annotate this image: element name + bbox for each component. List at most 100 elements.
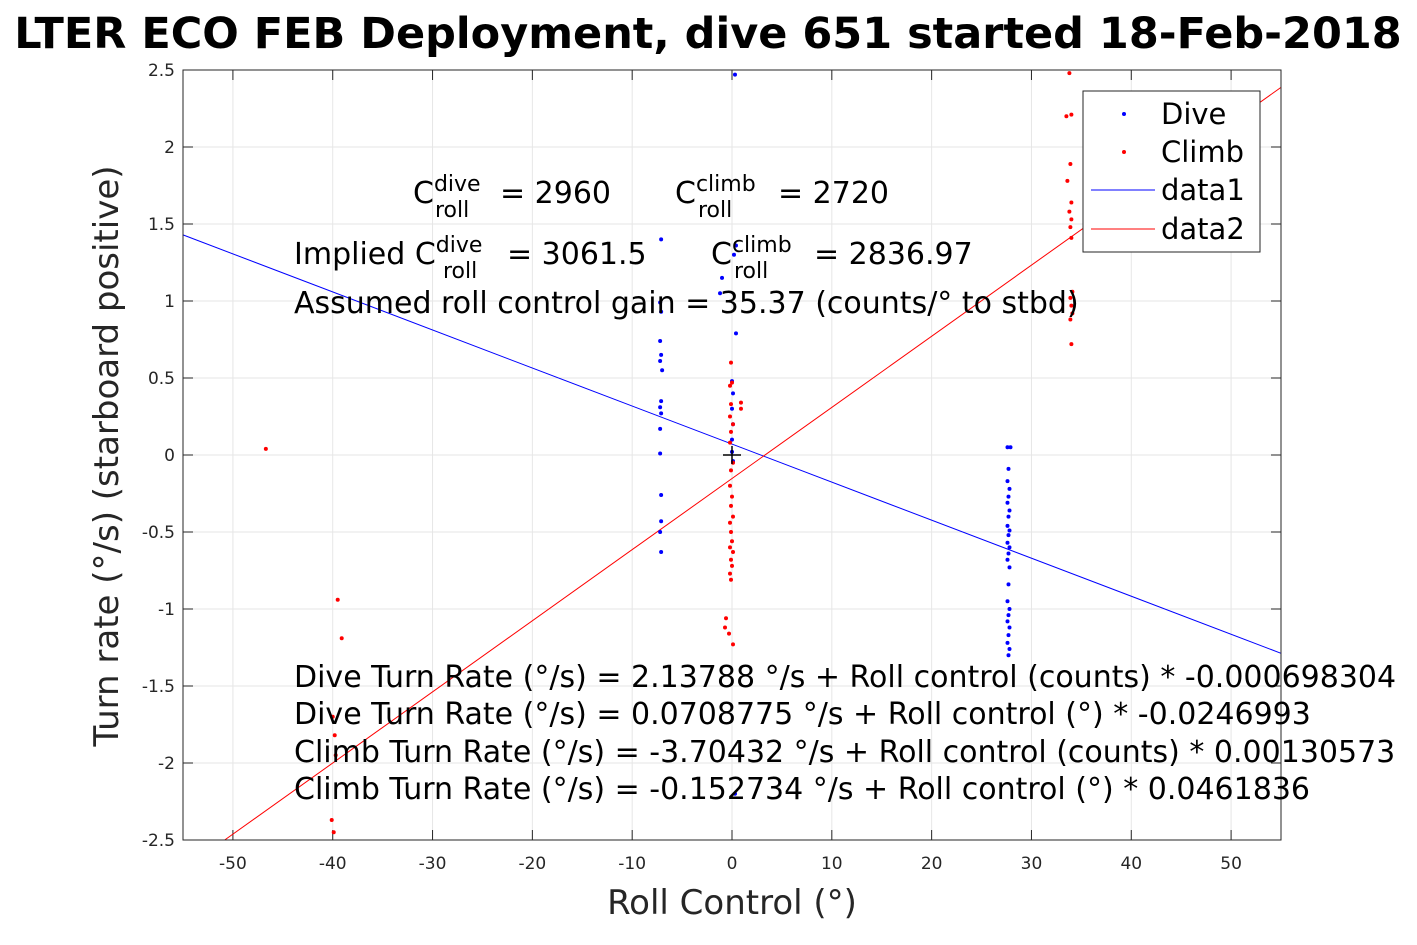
point-climb: [1069, 303, 1074, 308]
point-dive: [1007, 625, 1012, 630]
annotation-implied-dive: Implied Cdive roll = 3061.5: [294, 233, 647, 284]
point-dive: [1006, 653, 1011, 658]
point-dive: [1006, 582, 1011, 587]
point-climb: [729, 360, 734, 365]
point-dive: [730, 406, 734, 411]
x-axis-ticks: -50 -40 -30 -20 -10 0 10 20 30 40 50: [219, 70, 1242, 874]
point-climb: [1064, 114, 1069, 119]
x-tick-label: -30: [419, 854, 447, 874]
point-dive: [1005, 557, 1010, 562]
point-dive: [660, 368, 665, 373]
point-dive: [1006, 551, 1011, 556]
point-dive: [1005, 640, 1010, 645]
point-dive: [1005, 540, 1010, 545]
point-climb: [728, 520, 733, 525]
point-dive: [1007, 528, 1012, 533]
center-marker: [723, 446, 741, 464]
annotation-eq4: Climb Turn Rate (°/s) = -0.152734 °/s + …: [294, 772, 1310, 807]
point-dive: [658, 530, 663, 534]
point-dive: [1005, 619, 1010, 624]
legend-marker-dive: [1122, 112, 1126, 116]
scatter-points: [263, 71, 1075, 835]
series-climb: [263, 71, 1075, 835]
point-climb: [728, 383, 733, 388]
point-dive: [658, 426, 663, 431]
point-climb: [727, 631, 732, 636]
y-tick-label: 1.5: [148, 215, 175, 235]
x-tick-label: 20: [921, 854, 943, 874]
y-axis-label: Turn rate (°/s) (starboard positive): [87, 165, 127, 747]
point-dive: [1005, 500, 1010, 505]
fit-line-data1: [182, 234, 1282, 654]
legend-label-dive: Dive: [1161, 97, 1226, 131]
point-dive: [732, 791, 737, 796]
point-climb: [1069, 235, 1074, 240]
point-dive: [1005, 523, 1010, 528]
x-tick-label: 10: [821, 854, 843, 874]
annotation-c-climb: Cclimb roll = 2720: [675, 172, 889, 223]
legend-label-climb: Climb: [1161, 135, 1244, 169]
point-climb: [729, 577, 734, 582]
annotation-implied-climb: Cclimb roll = 2836.97: [711, 233, 973, 284]
chart-title: LTER ECO FEB Deployment, dive 651 starte…: [14, 9, 1401, 59]
point-climb: [729, 557, 734, 562]
point-dive: [658, 451, 663, 456]
point-dive: [1006, 533, 1011, 538]
point-dive: [659, 550, 664, 555]
point-dive: [1006, 466, 1011, 471]
point-climb: [730, 514, 735, 519]
point-dive: [659, 411, 664, 416]
point-climb: [1069, 342, 1074, 347]
point-dive: [1008, 445, 1013, 450]
point-dive: [1005, 479, 1010, 484]
x-tick-label: 50: [1220, 854, 1242, 874]
point-climb: [330, 714, 335, 719]
point-dive: [658, 359, 663, 364]
x-tick-label: 0: [727, 854, 738, 874]
point-dive: [659, 309, 664, 314]
point-climb: [730, 642, 735, 647]
y-tick-label: 2.5: [148, 61, 175, 81]
point-dive: [731, 252, 736, 257]
point-dive: [658, 300, 663, 305]
point-dive: [1006, 633, 1011, 638]
point-climb: [728, 483, 733, 488]
point-dive: [658, 405, 663, 410]
point-climb: [730, 422, 735, 427]
plot-frame: [182, 69, 1282, 841]
point-climb: [728, 571, 733, 576]
y-tick-label: -1: [158, 600, 175, 620]
legend-label-data1: data1: [1161, 173, 1245, 207]
point-climb: [332, 733, 337, 738]
point-climb: [333, 753, 338, 758]
point-dive: [1006, 494, 1011, 499]
point-climb: [738, 400, 743, 405]
x-tick-label: -40: [319, 854, 347, 874]
y-tick-label: -2.5: [142, 831, 175, 851]
point-climb: [729, 468, 734, 473]
point-dive: [659, 519, 664, 524]
y-axis-ticks: -2.5 -2 -1.5 -1 -0.5 0 0.5 1 1.5 2 2.5: [142, 61, 1281, 851]
y-tick-label: 0.5: [148, 369, 175, 389]
annotation-gain: Assumed roll control gain = 35.37 (count…: [294, 286, 1079, 321]
point-climb: [1067, 71, 1072, 76]
annotation-eq3: Climb Turn Rate (°/s) = -3.70432 °/s + R…: [294, 735, 1395, 770]
annotation-eq1: Dive Turn Rate (°/s) = 2.13788 °/s + Rol…: [294, 660, 1396, 695]
point-dive: [732, 72, 737, 77]
point-dive: [659, 352, 664, 357]
point-dive: [718, 291, 723, 296]
point-climb: [724, 616, 729, 621]
point-dive: [733, 331, 738, 336]
annotations: Cdive roll = 2960 Cclimb roll = 2720 Implied…: [294, 172, 1396, 807]
point-climb: [263, 446, 268, 451]
point-dive: [1007, 607, 1012, 611]
point-climb: [738, 406, 743, 411]
x-tick-label: -10: [618, 854, 646, 874]
point-climb: [1068, 295, 1073, 300]
x-axis-label: Roll Control (°): [607, 883, 857, 923]
point-climb: [730, 494, 734, 499]
point-climb: [730, 539, 734, 544]
annotation-c-dive: Cdive roll = 2960: [413, 172, 611, 223]
legend: Dive Climb data1 data2: [1082, 90, 1261, 253]
